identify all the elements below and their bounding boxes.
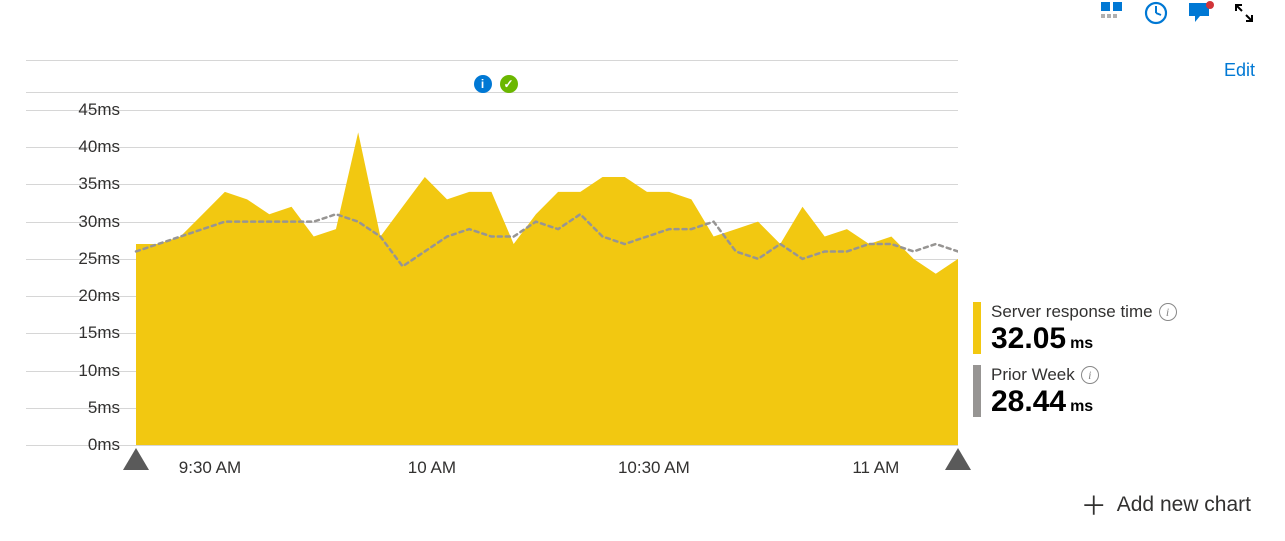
- legend-swatch-current: [973, 302, 981, 354]
- expand-icon[interactable]: [1233, 2, 1255, 29]
- area-series: [136, 132, 958, 445]
- info-badge-icon[interactable]: i: [474, 75, 492, 93]
- edit-link[interactable]: Edit: [1224, 60, 1255, 81]
- chart-plot-area[interactable]: 0ms5ms10ms15ms20ms25ms30ms35ms40ms45ms9:…: [26, 60, 958, 445]
- add-chart-label: Add new chart: [1117, 493, 1251, 517]
- legend-swatch-prior: [973, 365, 981, 417]
- chart-status-badges: i ✓: [474, 75, 518, 93]
- ok-badge-icon[interactable]: ✓: [500, 75, 518, 93]
- x-axis-label: 11 AM: [852, 458, 899, 478]
- chart-svg: [26, 60, 958, 447]
- legend-label-text: Prior Week: [991, 365, 1075, 385]
- legend-value-unit: ms: [1070, 335, 1093, 352]
- plus-icon: ＋: [1081, 486, 1107, 523]
- legend-value-prior: 28.44ms: [991, 385, 1099, 418]
- side-panel: Edit Server response time i 32.05ms: [965, 60, 1255, 445]
- legend-label-current: Server response time i: [991, 302, 1177, 322]
- legend-value-unit: ms: [1070, 398, 1093, 415]
- legend-item-current: Server response time i 32.05ms: [973, 302, 1177, 355]
- grid-toggle-icon[interactable]: [1101, 2, 1125, 29]
- x-axis-label: 10 AM: [408, 458, 456, 478]
- info-icon[interactable]: i: [1159, 303, 1177, 321]
- legend-value-number: 28.44: [991, 385, 1066, 418]
- x-axis-label: 10:30 AM: [618, 458, 690, 478]
- main-panel: i ✓ 0ms5ms10ms15ms20ms25ms30ms35ms40ms45…: [26, 60, 1255, 445]
- chart-container: i ✓ 0ms5ms10ms15ms20ms25ms30ms35ms40ms45…: [26, 60, 965, 445]
- feedback-icon[interactable]: [1187, 1, 1215, 30]
- legend-label-prior: Prior Week i: [991, 365, 1099, 385]
- legend-label-text: Server response time: [991, 302, 1153, 322]
- legend: Server response time i 32.05ms Prior Wee…: [973, 302, 1177, 428]
- toolbar: [1101, 0, 1255, 31]
- refresh-icon[interactable]: [1143, 0, 1169, 31]
- legend-value-number: 32.05: [991, 322, 1066, 355]
- info-icon[interactable]: i: [1081, 366, 1099, 384]
- x-axis-label: 9:30 AM: [179, 458, 241, 478]
- range-handle-right[interactable]: [945, 448, 971, 470]
- legend-value-current: 32.05ms: [991, 322, 1177, 355]
- add-chart-button[interactable]: ＋ Add new chart: [1081, 486, 1251, 523]
- range-handle-left[interactable]: [123, 448, 149, 470]
- legend-item-prior: Prior Week i 28.44ms: [973, 365, 1177, 418]
